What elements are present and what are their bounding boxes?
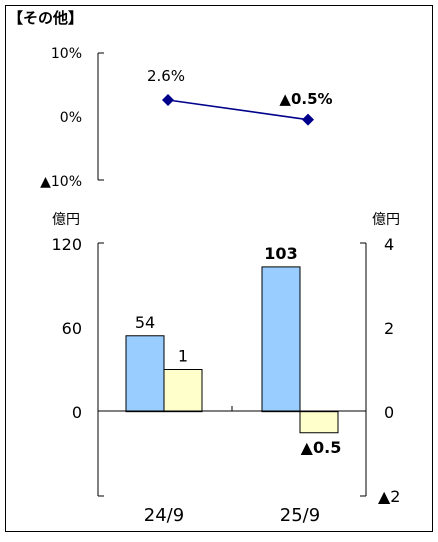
line-point-label-1: ▲0.5% [279,90,332,108]
left-tick-120: 120 [51,235,82,254]
line-y-tick-top: 10% [51,46,82,62]
chart-svg: 【その他】 10% 0% ▲10% 2.6%▲0.5% 億円 億円 120 60… [8,9,400,526]
bar-label-0-1: 1 [178,347,188,366]
x-axis-labels: 24/9 25/9 [144,505,320,526]
chart-title: 【その他】 [8,9,83,27]
right-y-axis [360,242,367,497]
right-axis-unit: 億円 [372,212,400,228]
line-point-label-0: 2.6% [147,67,185,85]
right-tick-neg2: ▲2 [378,487,400,506]
bar-label-1-0: 103 [264,244,297,263]
left-tick-60: 60 [62,319,82,338]
x-label-0: 24/9 [144,505,184,526]
line-segment [167,99,309,121]
bar-label-1-1: ▲0.5 [301,438,342,457]
right-tick-2: 2 [384,319,394,338]
bar-1-0 [261,266,301,413]
left-axis-unit: 億円 [52,212,80,228]
line-point-0 [162,93,174,106]
line-series: 2.6% ▲0.5% [147,67,333,126]
bar-series [125,266,339,434]
bar-1-1 [299,411,339,434]
line-chart-y-axis [97,52,104,181]
bar-0-1 [163,369,203,413]
left-tick-0: 0 [72,403,82,422]
line-y-tick-mid: 0% [60,110,82,126]
bar-label-0-0: 54 [135,313,155,332]
x-label-1: 25/9 [280,505,320,526]
left-y-axis [97,242,104,497]
right-tick-4: 4 [384,235,394,254]
line-y-tick-bottom: ▲10% [40,174,82,190]
bar-0-0 [125,335,165,413]
line-point-1 [302,113,314,126]
chart-panel: 【その他】 10% 0% ▲10% 2.6% ▲0.5% 億円 億円 120 60… [5,5,433,532]
bar-labels: 54 1 103 ▲0.5 [135,244,342,457]
right-tick-0: 0 [384,403,394,422]
